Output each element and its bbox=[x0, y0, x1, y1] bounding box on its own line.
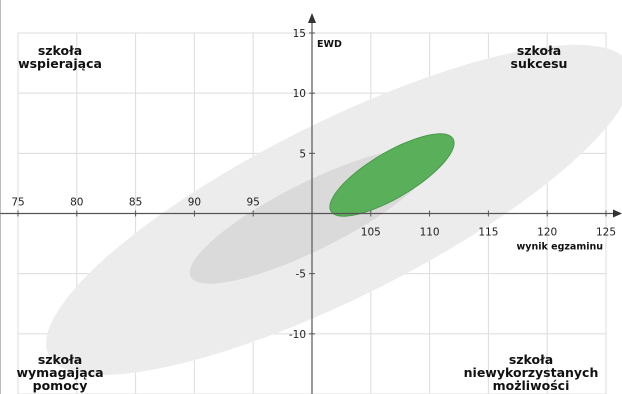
quadrant-label-top-left: szkoła wspierająca bbox=[18, 44, 102, 70]
x-tick-label: 80 bbox=[70, 197, 83, 209]
quadrant-label-bottom-right: szkoła niewykorzystanych możliwości bbox=[462, 353, 600, 392]
y-tick-label: -10 bbox=[289, 329, 306, 341]
x-tick-label: 115 bbox=[478, 227, 498, 239]
y-axis-label: EWD bbox=[317, 39, 342, 50]
x-tick-label: 75 bbox=[11, 197, 24, 209]
y-tick-label: -5 bbox=[296, 269, 306, 281]
quadrant-label-line: szkoła bbox=[508, 352, 554, 367]
quadrant-label-line: sukcesu bbox=[510, 56, 568, 71]
quadrant-label-top-right: szkoła sukcesu bbox=[497, 44, 581, 70]
quadrant-label-line: możliwości bbox=[492, 378, 570, 393]
quadrant-label-line: szkoła bbox=[37, 352, 83, 367]
ellipse-layer bbox=[46, 44, 622, 375]
y-tick-label: 15 bbox=[293, 28, 306, 40]
ellipse-school bbox=[329, 133, 455, 217]
y-tick-label: 10 bbox=[293, 88, 306, 100]
x-tick-label: 90 bbox=[188, 197, 201, 209]
x-tick-label: 85 bbox=[129, 197, 142, 209]
y-axis-arrow bbox=[308, 13, 316, 23]
quadrant-label-bottom-left: szkoła wymagająca pomocy bbox=[14, 353, 106, 392]
quadrant-label-line: szkoła bbox=[516, 43, 562, 58]
x-tick-label: 125 bbox=[596, 227, 616, 239]
x-tick-label: 105 bbox=[361, 227, 381, 239]
y-tick-label: 5 bbox=[299, 148, 306, 160]
quadrant-label-line: szkoła bbox=[37, 43, 83, 58]
x-tick-label: 110 bbox=[420, 227, 440, 239]
quadrant-label-line: niewykorzystanych bbox=[463, 365, 599, 380]
x-tick-label: 95 bbox=[247, 197, 260, 209]
quadrant-label-line: wspierająca bbox=[18, 56, 102, 71]
quadrant-label-line: pomocy bbox=[32, 378, 88, 393]
x-axis-arrow bbox=[613, 209, 622, 218]
x-axis-label: wynik egzaminu bbox=[517, 242, 603, 253]
x-tick-label: 120 bbox=[537, 227, 557, 239]
quadrant-label-line: wymagająca bbox=[16, 365, 104, 380]
